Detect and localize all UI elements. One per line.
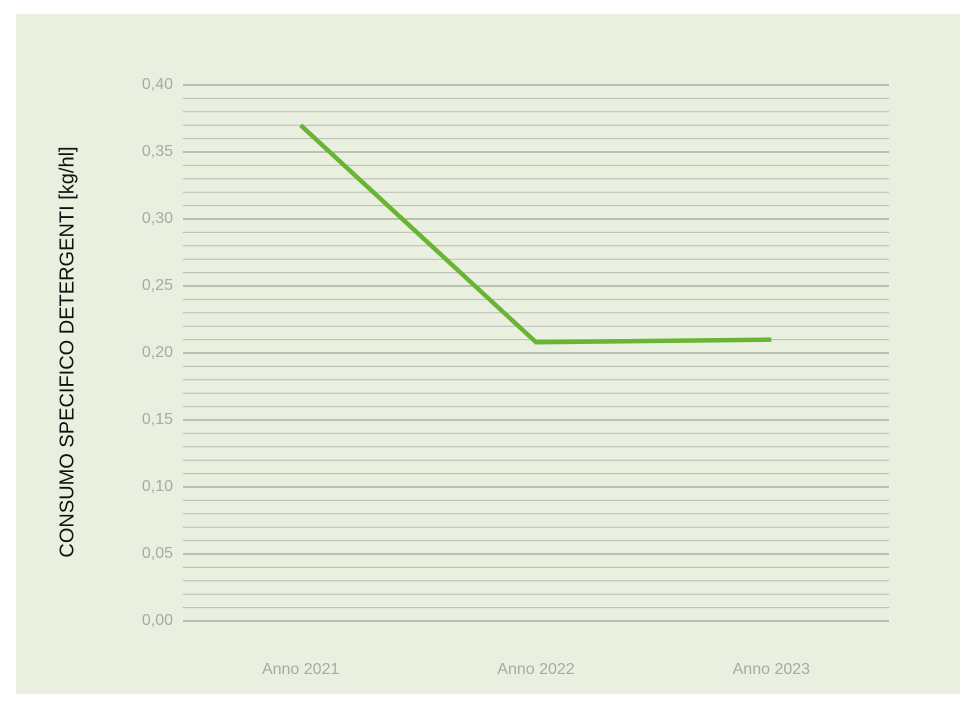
y-tick-label: 0,40: [142, 76, 173, 93]
x-tick-label: Anno 2021: [262, 661, 340, 678]
y-tick-label: 0,10: [142, 478, 173, 495]
y-tick-label: 0,05: [142, 545, 173, 562]
line-series: [299, 123, 772, 345]
y-tick-label: 0,20: [142, 344, 173, 361]
y-tick-label: 0,00: [142, 612, 173, 629]
y-axis-label: CONSUMO SPECIFICO DETERGENTI [kg/hl]: [56, 146, 78, 557]
y-tick-label: 0,30: [142, 210, 173, 227]
y-tick-label: 0,15: [142, 411, 173, 428]
y-tick-label: 0,35: [142, 143, 173, 160]
x-tick-label: Anno 2022: [497, 661, 575, 678]
y-tick-label: 0,25: [142, 277, 173, 294]
x-tick-label: Anno 2023: [733, 661, 811, 678]
